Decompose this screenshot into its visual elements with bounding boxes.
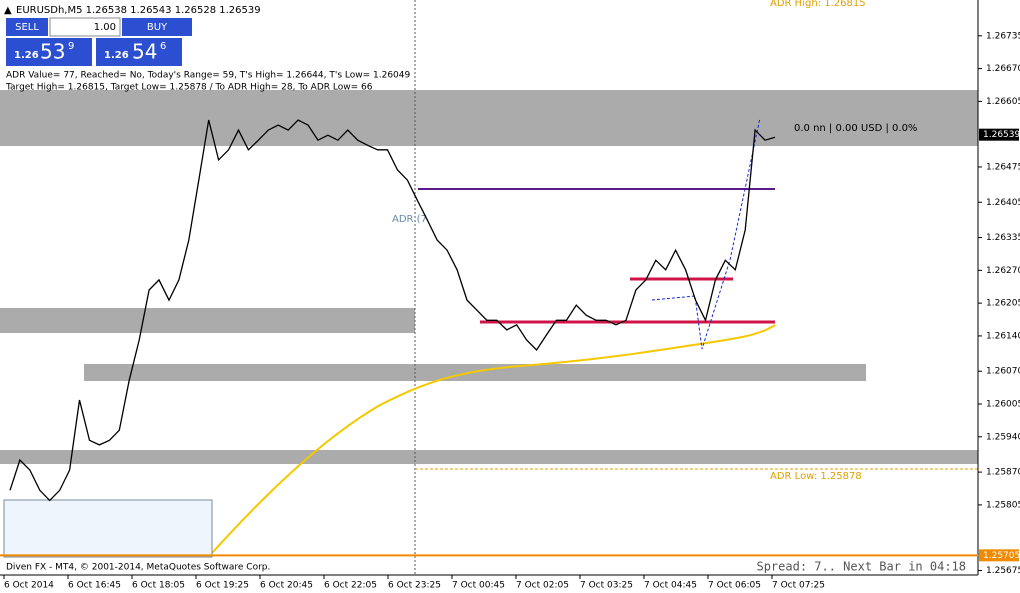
y-tick-label: 1.26475 (986, 162, 1020, 172)
y-tick-label: 1.25870 (986, 468, 1020, 478)
adr-high: ADR High: 1.26815 (770, 0, 866, 9)
y-tick-label: 1.25805 (986, 500, 1020, 510)
adr-tag: ADR (7 (392, 214, 427, 225)
x-tick-label: 7 Oct 00:45 (452, 581, 505, 591)
current-price-box (979, 128, 1019, 141)
symbol-bar: EURUSDh,M5 1.26538 1.26543 1.26528 1.265… (16, 5, 261, 16)
zone (0, 308, 415, 333)
info-line: ADR Value= 77, Reached= No, Today's Rang… (6, 71, 410, 81)
x-tick-label: 6 Oct 16:45 (68, 581, 121, 591)
zone (0, 90, 978, 146)
x-tick-label: 6 Oct 20:45 (260, 581, 313, 591)
y-tick-label: 1.25940 (986, 432, 1020, 442)
bid-small: 9 (68, 41, 74, 52)
y-tick-label: 1.26405 (986, 198, 1020, 208)
ask-big: 1.26 (104, 50, 129, 61)
status: Spread: 7.. Next Bar in 04:18 (756, 560, 966, 574)
y-tick-label: 1.26270 (986, 266, 1020, 276)
x-tick-label: 7 Oct 07:25 (772, 581, 825, 591)
trade-line (651, 117, 761, 350)
footer: Diven FX - MT4, © 2001-2014, MetaQuotes … (6, 563, 270, 573)
buy-label: BUY (147, 22, 168, 33)
ask-mid: 54 (132, 40, 157, 64)
y-tick-label: 1.26605 (986, 97, 1020, 107)
x-tick-label: 7 Oct 03:25 (580, 581, 633, 591)
x-tick-label: 6 Oct 23:25 (388, 581, 441, 591)
sell-button[interactable] (6, 18, 48, 36)
x-tick-label: 6 Oct 22:05 (324, 581, 377, 591)
zone (0, 450, 978, 464)
bid-mid: 53 (40, 40, 65, 64)
bid-box[interactable] (6, 38, 92, 66)
current-price: 1.26539 (983, 130, 1020, 140)
x-tick-label: 7 Oct 02:05 (516, 581, 569, 591)
y-tick-label: 1.26670 (986, 64, 1020, 74)
level-price: 1.25705 (983, 551, 1020, 561)
x-tick-label: 6 Oct 2014 (4, 581, 54, 591)
y-tick-label: 1.26335 (986, 233, 1020, 243)
y-tick-label: 1.26735 (986, 31, 1020, 41)
symbol-icon: ▲ (4, 5, 12, 16)
y-tick-label: 1.26005 (986, 400, 1020, 410)
x-tick-label: 6 Oct 19:25 (196, 581, 249, 591)
ask-small: 6 (160, 41, 166, 52)
y-tick-label: 1.25675 (986, 566, 1020, 576)
pnl: 0.0 nn | 0.00 USD | 0.0% (794, 123, 917, 134)
moving-average (211, 324, 776, 554)
lots-input[interactable] (49, 17, 121, 37)
x-tick-label: 6 Oct 18:05 (132, 581, 185, 591)
ask-box[interactable] (96, 38, 182, 66)
info-line: Target High= 1.26815, Target Low= 1.2587… (5, 83, 373, 93)
x-tick-label: 7 Oct 06:05 (708, 581, 761, 591)
y-tick-label: 1.26205 (986, 299, 1020, 309)
lots: 1.00 (94, 22, 116, 33)
buy-button[interactable] (122, 18, 192, 36)
price-line (9, 119, 776, 502)
adr-low: ADR Low: 1.25878 (770, 471, 862, 482)
y-tick-label: 1.26140 (986, 331, 1020, 341)
panel-box (3, 499, 213, 558)
y-tick-label: 1.26070 (986, 367, 1020, 377)
x-tick-label: 7 Oct 04:45 (644, 581, 697, 591)
sell-label: SELL (15, 22, 39, 33)
level-price-box (979, 549, 1019, 562)
bid-big: 1.26 (14, 50, 39, 61)
